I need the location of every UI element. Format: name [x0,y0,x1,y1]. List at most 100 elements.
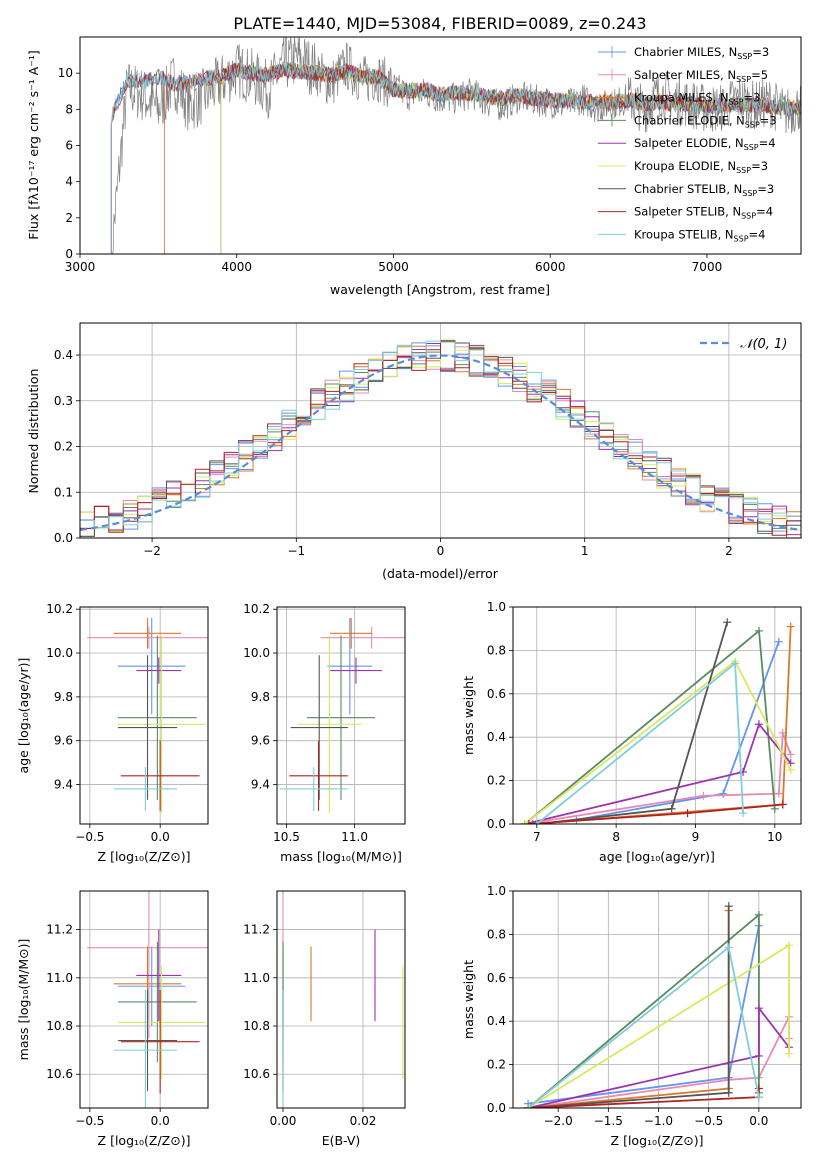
y-axis-label: mass [log₁₀(M/M⊙)] [16,939,31,1061]
y-axis-label: mass weight [461,676,476,755]
y-tick-label: 0.4 [54,348,73,362]
legend-tail: =5 [751,68,768,82]
x-tick-label: 0 [437,544,445,558]
legend-sub: SSP [736,166,751,175]
legend-text: Kroupa ELODIE, N [634,159,736,173]
plot-area [80,339,801,538]
x-tick-label: −0.5 [694,1114,723,1128]
legend-entry: Salpeter STELIB, NSSP=4 [634,205,773,221]
x-tick-label: 1 [581,544,589,558]
y-tick-label: 9.8 [251,690,270,704]
x-tick-label: 0.00 [270,1114,297,1128]
y-tick-label: 10.6 [243,1067,270,1081]
y-tick-label: 11.0 [243,971,270,985]
y-tick-label: 0 [65,247,73,261]
legend-text: Kroupa MILES, N [634,91,729,105]
y-tick-label: 1.0 [487,884,506,898]
y-tick-label: 2 [65,211,73,225]
legend-tail: =4 [756,205,773,219]
y-tick-label: 0.2 [54,440,73,454]
axes-frame [512,890,802,1109]
x-tick-label: 6000 [535,260,566,274]
plot-area [282,891,404,1108]
legend-text: Chabrier STELIB, N [634,182,742,196]
weight-line-kroupa-stelib [536,661,744,824]
legend-tail: =4 [759,136,776,150]
legend-tail: =3 [752,45,769,59]
legend-text: Chabrier ELODIE, N [634,113,745,127]
legend-tail: =3 [760,113,777,127]
x-tick-label: 7000 [692,260,723,274]
legend-entry: Chabrier MILES, NSSP=3 [634,45,769,61]
x-tick-label: 5000 [378,260,409,274]
mass-weight-vs-age-panel: 7 8 9 10 0.0 0.2 0.4 0.6 0.8 1.0 age [log₁₀(age/yr… [461,600,802,864]
legend-text: Salpeter STELIB, N [634,205,741,219]
histogram-kroupa-stelib [80,340,801,538]
x-axis-label: (data-model)/error [382,566,499,581]
y-tick-label: 10.2 [46,602,73,616]
legend-text: Kroupa STELIB, N [634,227,734,241]
x-axis-label: E(B-V) [322,1133,361,1148]
legend-sub: SSP [736,75,751,84]
y-tick-label: 10.2 [243,602,270,616]
x-tick-label: 0.0 [749,1114,768,1128]
y-tick-label: 0.6 [487,687,506,701]
y-tick-label: 6 [65,139,73,153]
legend-sub: SSP [742,189,757,198]
x-tick-label: −0.5 [75,1114,104,1128]
weight-line-kroupa-elodie [524,659,792,824]
plot-area [87,617,208,814]
age-vs-metallicity-panel: −0.5 0.0 9.4 9.6 9.8 10.0 10.2 Z [log₁₀(Z/Z⊙)] a… [16,602,209,864]
y-tick-label: 9.4 [251,778,270,792]
legend-entry: 𝒩(0, 1) [740,337,787,352]
x-tick-label: 4000 [221,260,252,274]
y-tick-label: 1.0 [487,600,506,614]
spectrum-panel: 3000 4000 5000 6000 7000 0 2 4 6 8 10 Flux [fλ10⁻¹⁷… [26,36,802,297]
legend-entry: Kroupa ELODIE, NSSP=3 [634,159,768,175]
model-spectrum-kroupa-stelib [110,60,801,254]
x-tick-label: −0.5 [75,830,104,844]
y-axis-label: mass weight [461,960,476,1039]
x-axis-label: wavelength [Angstrom, rest frame] [330,282,550,297]
mass-weight-vs-metallicity-panel: −2.0 −1.5 −1.0 −0.5 0.0 0.0 0.2 0.4 0.6 0.8 1.0 Z [… [461,884,802,1148]
legend-sub: SSP [745,120,760,129]
plot-area [279,617,405,814]
legend-text: Chabrier MILES, N [634,45,737,59]
y-tick-label: 0.1 [54,485,73,499]
x-tick-label: −2 [143,544,161,558]
gaussian-reference-curve [80,354,801,532]
y-tick-label: 10.6 [46,1067,73,1081]
weight-line-salpeter-elodie [524,722,792,824]
plot-area [524,902,793,1108]
x-tick-label: 0.0 [151,830,170,844]
weight-line-kroupa-stelib [527,945,760,1108]
x-tick-label: 3000 [65,260,96,274]
plot-area [87,891,208,1108]
axes-frame [79,890,209,1109]
y-tick-label: 10.8 [46,1019,73,1033]
y-tick-label: 4 [65,175,73,189]
y-tick-label: 0.2 [487,1058,506,1072]
y-tick-label: 0.0 [487,817,506,831]
x-axis-label: Z [log₁₀(Z/Z⊙)] [98,849,191,864]
y-tick-label: 0.0 [54,531,73,545]
axes-frame [276,606,406,825]
legend-entry: Salpeter MILES, NSSP=5 [634,68,768,84]
x-tick-label: 10.5 [273,830,300,844]
y-tick-label: 0.8 [487,927,506,941]
x-tick-label: 2 [725,544,733,558]
figure-title: PLATE=1440, MJD=53084, FIBERID=0089, z=0… [233,14,646,33]
legend-text: Salpeter ELODIE, N [634,136,744,150]
plot-area [520,618,795,824]
axes-frame [79,606,209,825]
legend-entry: Chabrier ELODIE, NSSP=3 [634,113,777,129]
y-tick-label: 0.6 [487,971,506,985]
plot-area [110,37,801,254]
weight-line-chabrier-miles [576,641,780,821]
x-tick-label: 9 [692,830,700,844]
y-tick-label: 8 [65,102,73,116]
legend-entry: Kroupa MILES, NSSP=3 [634,91,760,107]
axes-frame [512,606,802,825]
y-tick-label: 9.6 [251,734,270,748]
y-tick-label: 10.0 [243,646,270,660]
